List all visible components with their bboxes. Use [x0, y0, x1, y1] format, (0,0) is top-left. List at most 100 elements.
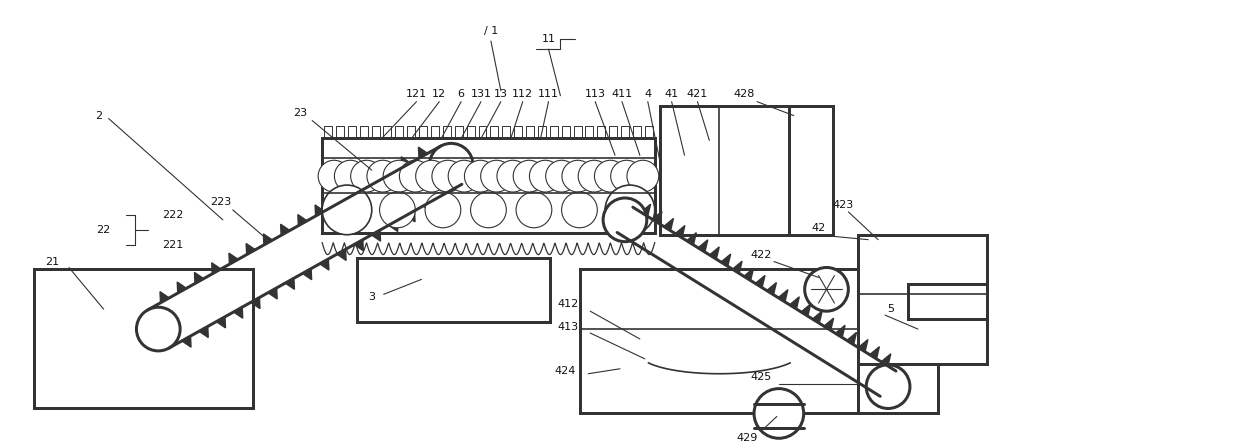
Text: 411: 411: [611, 89, 632, 99]
Circle shape: [562, 160, 594, 192]
Bar: [324, 127, 332, 138]
Circle shape: [429, 143, 472, 187]
Text: 121: 121: [405, 89, 427, 99]
Text: 425: 425: [750, 372, 771, 382]
Bar: [35, 269, 253, 409]
Bar: [789, 106, 833, 235]
Bar: [490, 127, 498, 138]
Polygon shape: [858, 339, 868, 352]
Text: 23: 23: [293, 107, 308, 118]
Circle shape: [754, 388, 804, 438]
Circle shape: [497, 160, 528, 192]
Polygon shape: [384, 166, 393, 178]
Bar: [336, 127, 343, 138]
Polygon shape: [733, 261, 742, 273]
Circle shape: [322, 185, 372, 235]
Text: 429: 429: [737, 433, 758, 443]
Polygon shape: [823, 318, 833, 330]
Circle shape: [465, 160, 496, 192]
Polygon shape: [337, 249, 346, 260]
Circle shape: [425, 192, 461, 228]
Polygon shape: [195, 273, 203, 284]
Polygon shape: [869, 347, 879, 359]
Bar: [419, 127, 427, 138]
Polygon shape: [663, 219, 673, 231]
Polygon shape: [709, 247, 719, 259]
Polygon shape: [212, 263, 221, 274]
Circle shape: [546, 160, 578, 192]
Text: 223: 223: [211, 197, 232, 207]
Polygon shape: [229, 253, 238, 264]
Polygon shape: [779, 289, 787, 302]
Bar: [609, 127, 618, 138]
Text: 42: 42: [811, 223, 826, 233]
Bar: [858, 235, 987, 364]
Bar: [443, 127, 451, 138]
Polygon shape: [388, 220, 398, 231]
Bar: [432, 127, 439, 138]
Bar: [660, 106, 789, 235]
Polygon shape: [350, 186, 358, 197]
Bar: [383, 127, 392, 138]
Circle shape: [399, 160, 432, 192]
Circle shape: [379, 192, 415, 228]
Polygon shape: [372, 230, 381, 241]
Circle shape: [805, 268, 848, 311]
Text: 221: 221: [162, 240, 184, 250]
Bar: [645, 127, 652, 138]
Text: 11: 11: [542, 34, 556, 44]
Bar: [348, 127, 356, 138]
Circle shape: [351, 160, 382, 192]
Polygon shape: [263, 234, 273, 245]
Bar: [858, 364, 937, 413]
Text: 12: 12: [433, 89, 446, 99]
Text: 22: 22: [97, 225, 110, 235]
Text: 41: 41: [665, 89, 678, 99]
Text: 424: 424: [554, 366, 577, 376]
Polygon shape: [233, 307, 243, 318]
Bar: [585, 127, 594, 138]
Bar: [908, 285, 987, 319]
Text: 3: 3: [368, 292, 376, 302]
Polygon shape: [405, 211, 415, 222]
Text: 111: 111: [538, 89, 559, 99]
Text: 13: 13: [494, 89, 508, 99]
Polygon shape: [320, 259, 329, 270]
Bar: [322, 138, 655, 233]
Polygon shape: [160, 292, 169, 303]
Circle shape: [136, 307, 180, 351]
Polygon shape: [812, 311, 822, 323]
Bar: [549, 127, 558, 138]
Polygon shape: [744, 268, 754, 281]
Circle shape: [470, 192, 506, 228]
Circle shape: [334, 192, 370, 228]
Bar: [360, 127, 368, 138]
Circle shape: [367, 160, 399, 192]
Circle shape: [603, 198, 647, 242]
Text: 21: 21: [45, 256, 60, 267]
Bar: [455, 127, 463, 138]
Polygon shape: [801, 304, 811, 316]
Circle shape: [562, 192, 598, 228]
Bar: [621, 127, 629, 138]
Bar: [396, 127, 403, 138]
Text: 2: 2: [95, 111, 102, 120]
Text: 112: 112: [512, 89, 533, 99]
Bar: [479, 127, 486, 138]
Polygon shape: [367, 176, 376, 187]
Text: 6: 6: [458, 89, 465, 99]
Text: 413: 413: [558, 322, 579, 332]
Polygon shape: [332, 195, 341, 206]
Polygon shape: [766, 283, 776, 295]
Circle shape: [529, 160, 562, 192]
Polygon shape: [418, 147, 428, 158]
Text: 428: 428: [733, 89, 755, 99]
Bar: [515, 127, 522, 138]
Bar: [502, 127, 510, 138]
Circle shape: [432, 160, 464, 192]
Polygon shape: [200, 326, 208, 338]
Circle shape: [335, 160, 366, 192]
Polygon shape: [836, 325, 844, 338]
Polygon shape: [755, 276, 765, 288]
Circle shape: [608, 192, 642, 228]
